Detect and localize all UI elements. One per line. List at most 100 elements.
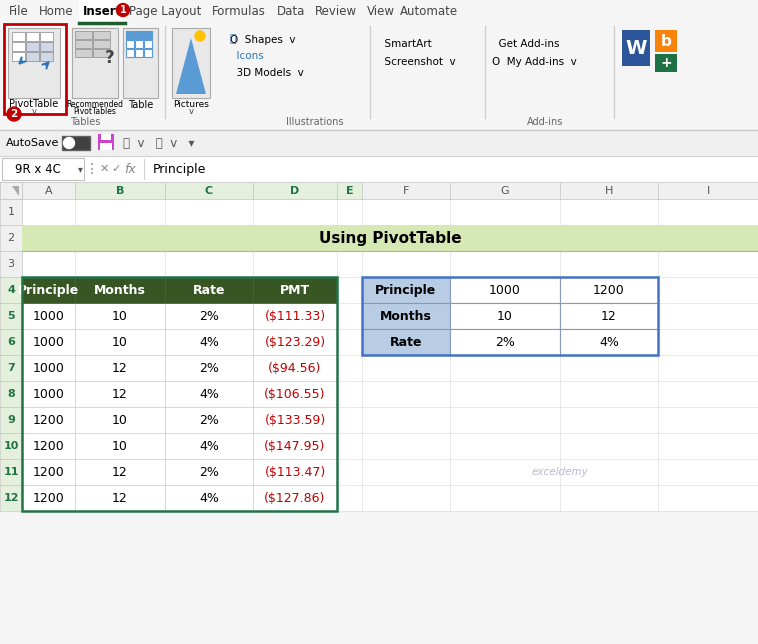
Bar bbox=[144, 31, 152, 39]
Text: 9: 9 bbox=[7, 415, 15, 425]
Bar bbox=[362, 277, 450, 303]
Text: +: + bbox=[660, 56, 672, 70]
Bar bbox=[75, 303, 165, 329]
Bar bbox=[40, 42, 53, 51]
Text: A: A bbox=[45, 185, 52, 196]
Bar bbox=[135, 49, 143, 57]
Text: E: E bbox=[346, 185, 353, 196]
Text: 2: 2 bbox=[8, 233, 14, 243]
Bar bbox=[0, 433, 22, 459]
Bar bbox=[253, 182, 337, 199]
Text: ($113.47): ($113.47) bbox=[265, 466, 326, 478]
Bar bbox=[253, 303, 337, 329]
Bar bbox=[22, 303, 75, 329]
Bar bbox=[0, 485, 22, 511]
Text: 12: 12 bbox=[601, 310, 617, 323]
Text: 4%: 4% bbox=[199, 491, 219, 504]
Bar bbox=[75, 355, 165, 381]
Bar bbox=[560, 303, 658, 329]
Text: Get Add-ins: Get Add-ins bbox=[492, 39, 559, 49]
Text: ✓: ✓ bbox=[111, 164, 121, 174]
Text: ($111.33): ($111.33) bbox=[265, 310, 326, 323]
Bar bbox=[2, 158, 84, 180]
Bar bbox=[450, 277, 560, 303]
Bar bbox=[165, 459, 253, 485]
Bar bbox=[26, 32, 39, 41]
Bar bbox=[75, 407, 165, 433]
Text: 2%: 2% bbox=[199, 361, 219, 375]
Bar bbox=[93, 40, 110, 48]
Text: 4%: 4% bbox=[199, 388, 219, 401]
Text: exceldemy: exceldemy bbox=[531, 467, 588, 477]
Text: C: C bbox=[205, 185, 213, 196]
Bar bbox=[0, 407, 22, 433]
Text: 12: 12 bbox=[112, 466, 128, 478]
Text: Automate: Automate bbox=[400, 5, 458, 17]
Bar bbox=[253, 381, 337, 407]
Bar bbox=[253, 407, 337, 433]
Bar bbox=[0, 225, 22, 251]
Text: 4%: 4% bbox=[199, 439, 219, 453]
Text: 1200: 1200 bbox=[593, 283, 625, 296]
Bar bbox=[0, 459, 22, 485]
Text: ▾: ▾ bbox=[77, 164, 83, 174]
Bar bbox=[560, 329, 658, 355]
Bar bbox=[75, 182, 165, 199]
Text: ?: ? bbox=[105, 49, 115, 67]
Text: fx: fx bbox=[124, 162, 136, 176]
Bar bbox=[26, 52, 39, 61]
Text: Using PivotTable: Using PivotTable bbox=[318, 231, 462, 245]
Bar bbox=[362, 182, 450, 199]
Text: G: G bbox=[501, 185, 509, 196]
Bar bbox=[126, 31, 134, 39]
Bar bbox=[0, 303, 22, 329]
Text: Review: Review bbox=[315, 5, 357, 17]
Text: 1000: 1000 bbox=[33, 310, 64, 323]
Text: Data: Data bbox=[277, 5, 305, 17]
Bar bbox=[22, 225, 758, 251]
Text: 3D Models  v: 3D Models v bbox=[230, 68, 304, 78]
Bar bbox=[165, 485, 253, 511]
Bar bbox=[22, 182, 75, 199]
Text: ($127.86): ($127.86) bbox=[265, 491, 326, 504]
Text: v: v bbox=[189, 106, 193, 115]
Bar bbox=[101, 134, 111, 140]
Bar bbox=[253, 485, 337, 511]
Bar bbox=[123, 28, 158, 98]
Bar bbox=[165, 277, 253, 303]
Text: Insert: Insert bbox=[83, 5, 121, 17]
Bar bbox=[75, 459, 165, 485]
Bar bbox=[75, 49, 92, 57]
Bar bbox=[22, 485, 75, 511]
Text: 1200: 1200 bbox=[33, 439, 64, 453]
Bar bbox=[22, 407, 75, 433]
Text: 2%: 2% bbox=[495, 336, 515, 348]
Bar bbox=[362, 329, 450, 355]
Bar bbox=[40, 32, 53, 41]
Bar bbox=[126, 49, 134, 57]
Text: 12: 12 bbox=[112, 491, 128, 504]
Bar bbox=[22, 199, 758, 511]
Bar bbox=[144, 40, 152, 48]
Bar bbox=[75, 381, 165, 407]
Text: Home: Home bbox=[39, 5, 74, 17]
Text: 11: 11 bbox=[3, 467, 19, 477]
Text: W: W bbox=[625, 39, 647, 57]
Text: 7: 7 bbox=[7, 363, 15, 373]
Text: 1000: 1000 bbox=[489, 283, 521, 296]
Text: 2%: 2% bbox=[199, 413, 219, 426]
Bar bbox=[362, 277, 658, 355]
Bar bbox=[0, 329, 22, 355]
Text: D: D bbox=[290, 185, 299, 196]
Bar bbox=[337, 182, 362, 199]
Bar bbox=[8, 28, 60, 98]
Text: 5: 5 bbox=[7, 311, 15, 321]
Text: 10: 10 bbox=[112, 310, 128, 323]
Text: 4: 4 bbox=[7, 285, 15, 295]
Text: 10: 10 bbox=[112, 439, 128, 453]
Text: Screenshot  v: Screenshot v bbox=[378, 57, 456, 67]
Text: 8: 8 bbox=[7, 389, 15, 399]
Text: F: F bbox=[402, 185, 409, 196]
Text: PivotTable: PivotTable bbox=[9, 99, 58, 109]
Bar bbox=[165, 182, 253, 199]
